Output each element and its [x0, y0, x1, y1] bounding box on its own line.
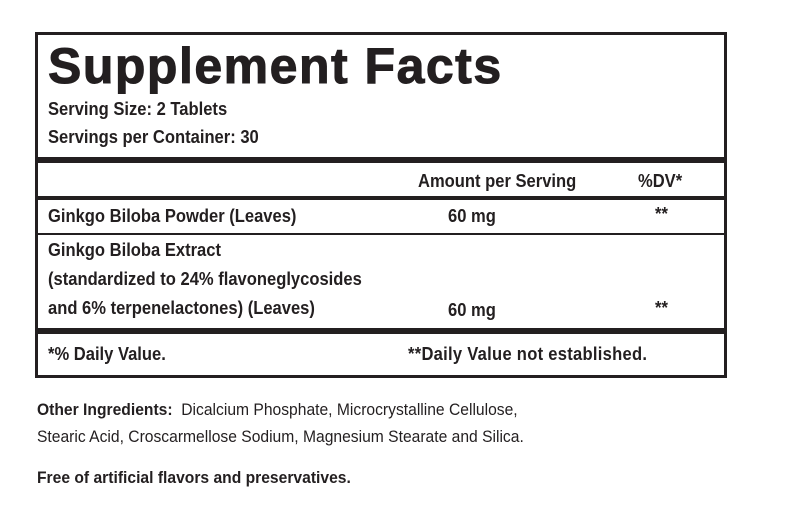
free-of-statement: Free of artificial flavors and preservat…: [37, 468, 351, 487]
servings-per-container: Servings per Container: 30: [48, 127, 259, 147]
footnote-dv: *% Daily Value.: [48, 344, 166, 364]
other-ingredients-line2: Stearic Acid, Croscarmellose Sodium, Mag…: [37, 427, 524, 446]
serving-size: Serving Size: 2 Tablets: [48, 99, 228, 119]
ingredient-name: Ginkgo Biloba Powder (Leaves): [48, 206, 297, 226]
ingredient-name-line: Ginkgo Biloba Extract: [48, 240, 222, 260]
dv-header: %DV*: [638, 171, 683, 191]
row-divider: [38, 233, 724, 235]
ingredient-name-line: (standardized to 24% flavoneglycosides: [48, 269, 362, 289]
ingredient-dv: **: [655, 298, 668, 318]
ingredient-name-line: and 6% terpenelactones) (Leaves): [48, 298, 315, 318]
other-ingredients-label: Other Ingredients:: [37, 400, 173, 419]
ingredient-amount: 60 mg: [448, 206, 496, 226]
other-ingredients-text: Dicalcium Phosphate, Microcrystalline Ce…: [181, 400, 518, 419]
thick-divider: [38, 328, 724, 334]
ingredient-amount: 60 mg: [448, 300, 496, 320]
ingredient-dv: **: [655, 204, 668, 224]
other-ingredients-line1: Other Ingredients: Dicalcium Phosphate, …: [37, 400, 518, 420]
amount-header: Amount per Serving: [418, 171, 577, 191]
thick-divider: [38, 157, 724, 163]
supplement-facts-panel: Supplement Facts Serving Size: 2 Tablets…: [35, 32, 727, 378]
footnote-not-established: **Daily Value not established.: [408, 344, 648, 364]
header-divider: [38, 196, 724, 200]
panel-title: Supplement Facts: [48, 38, 503, 95]
